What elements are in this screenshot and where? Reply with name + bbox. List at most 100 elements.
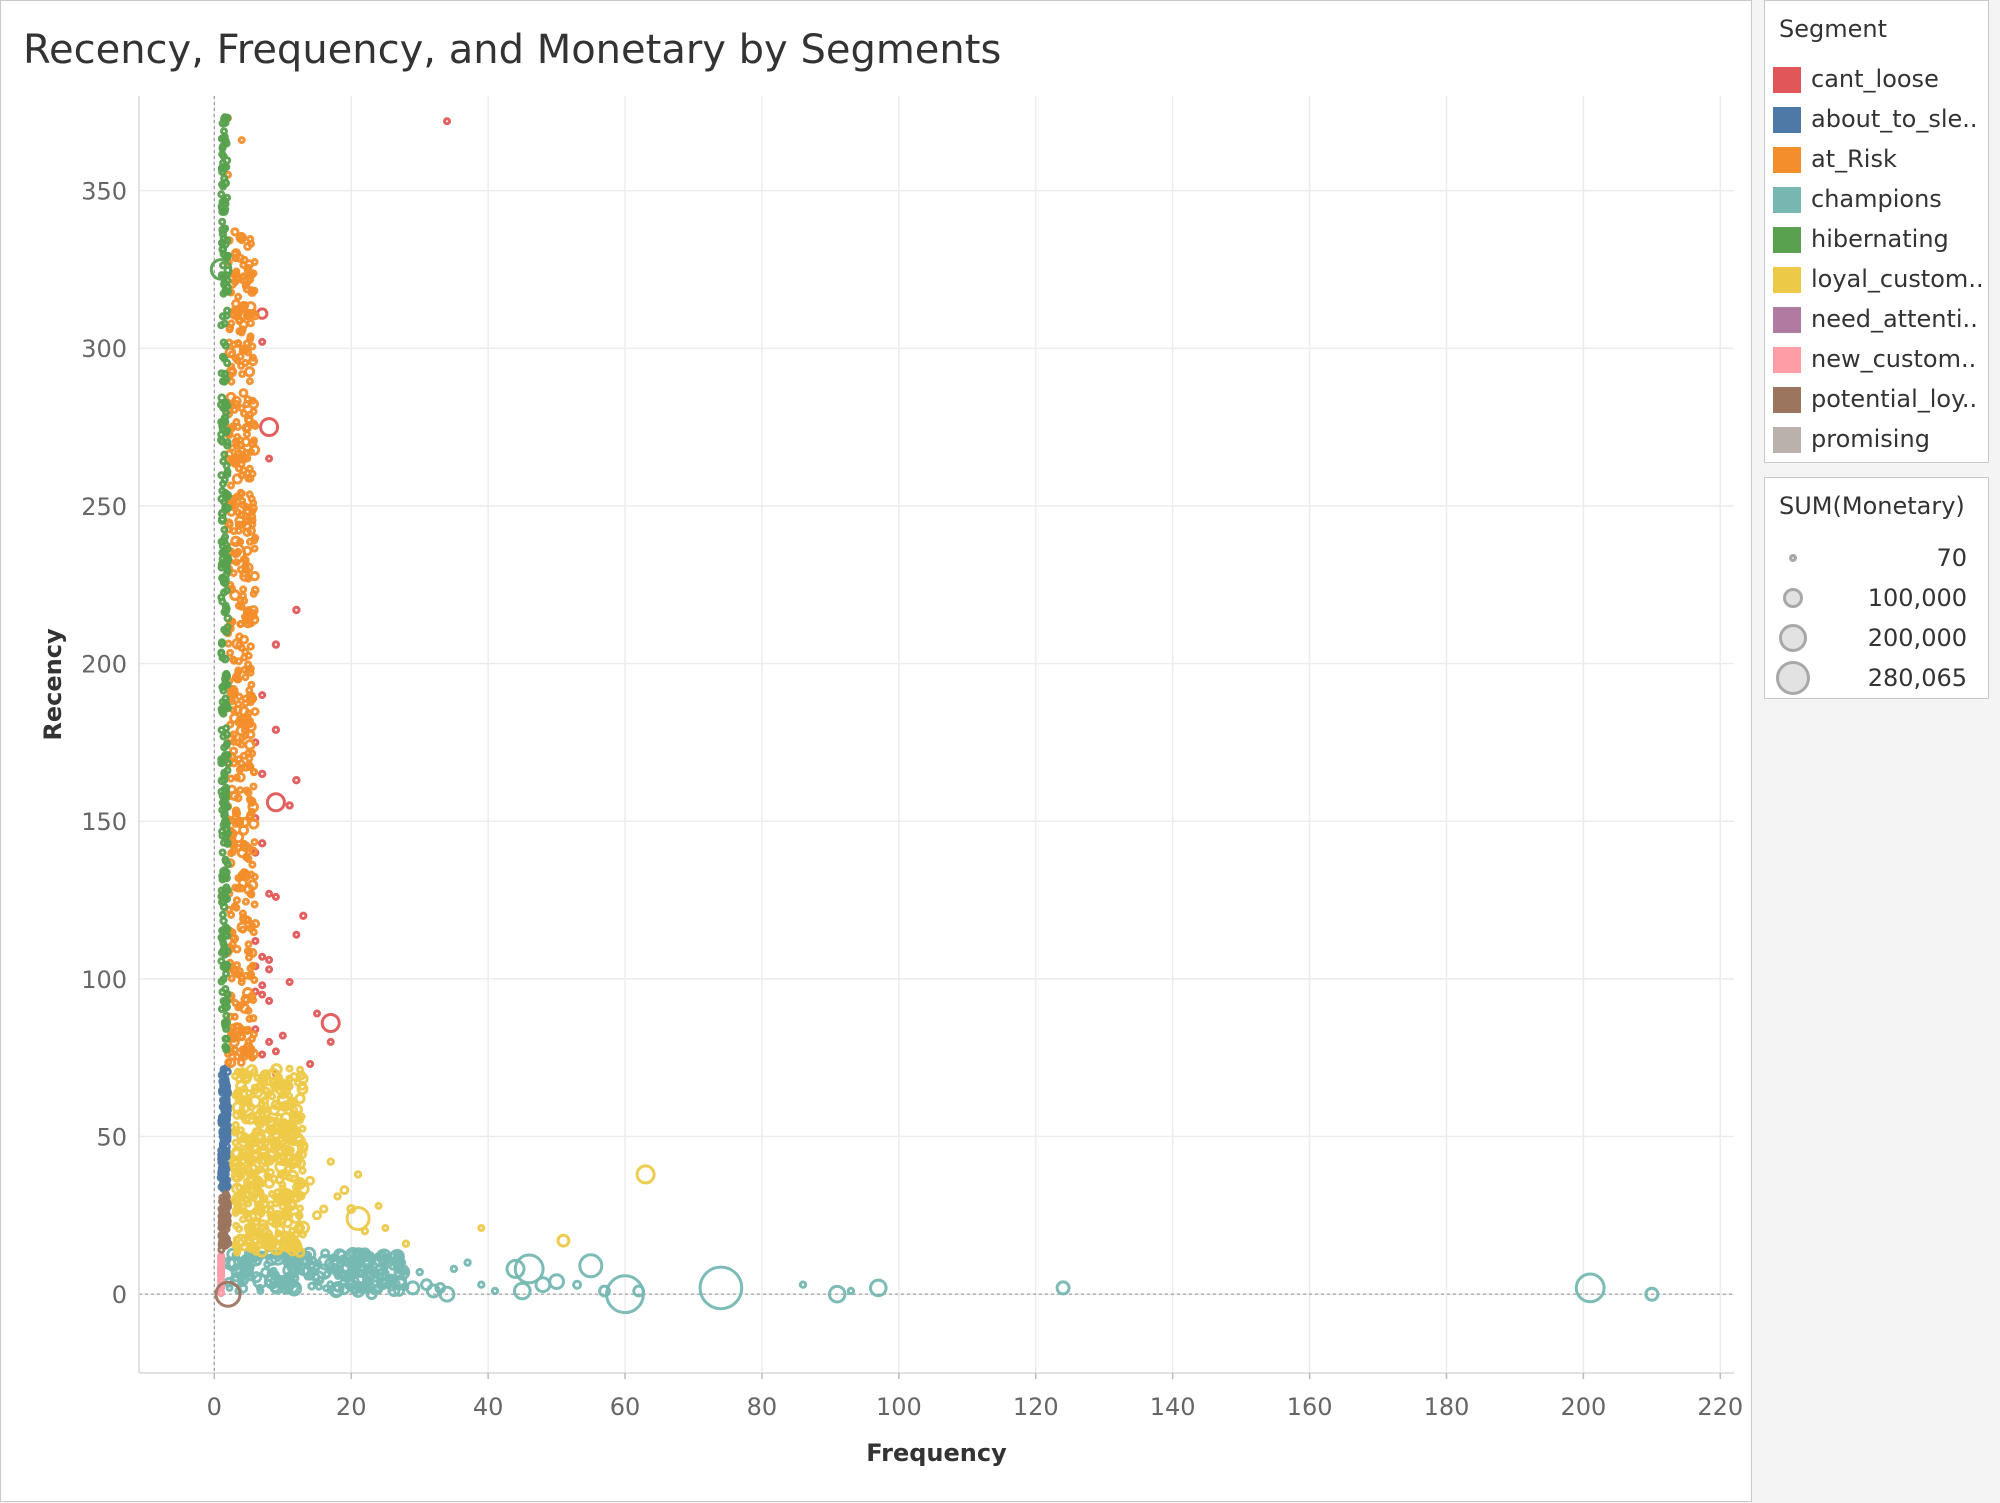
data-point-new_customers[interactable] xyxy=(217,1289,226,1298)
data-point-hibernating[interactable] xyxy=(218,486,227,495)
data-point-at_Risk[interactable] xyxy=(231,819,240,828)
data-point-champions[interactable] xyxy=(307,1281,317,1291)
data-point-hibernating[interactable] xyxy=(222,960,232,970)
data-point-champions[interactable] xyxy=(269,1266,278,1275)
data-point-hibernating[interactable] xyxy=(218,875,227,884)
data-point-at_Risk[interactable] xyxy=(244,651,253,660)
legend-entry-champions[interactable]: champions xyxy=(1773,183,1983,213)
data-point-about_to_sleep[interactable] xyxy=(222,1079,231,1088)
data-point-hibernating[interactable] xyxy=(221,1019,229,1028)
data-point-at_Risk[interactable] xyxy=(226,733,237,744)
data-point-loyal_customers[interactable] xyxy=(241,1183,251,1192)
data-point-hibernating[interactable] xyxy=(217,471,226,480)
data-point-cant_loose[interactable] xyxy=(251,937,260,945)
data-point-cant_loose[interactable] xyxy=(265,889,274,898)
data-point-loyal_customers[interactable] xyxy=(346,1204,357,1214)
data-point-loyal_customers[interactable] xyxy=(239,1132,250,1143)
data-point-champions[interactable] xyxy=(405,1280,421,1296)
data-point-at_Risk[interactable] xyxy=(241,673,250,682)
data-point-loyal_customers[interactable] xyxy=(281,1187,292,1199)
data-point-loyal_customers[interactable] xyxy=(273,1074,282,1083)
data-point-at_Risk[interactable] xyxy=(234,547,243,556)
data-point-champions[interactable] xyxy=(392,1250,404,1261)
data-point-loyal_customers[interactable] xyxy=(276,1135,285,1144)
data-point-champions[interactable] xyxy=(420,1278,433,1292)
data-point-hibernating[interactable] xyxy=(217,435,226,445)
data-point-at_Risk[interactable] xyxy=(247,798,256,807)
data-point-at_Risk[interactable] xyxy=(238,388,249,398)
data-point-hibernating[interactable] xyxy=(218,144,227,153)
data-point-cant_loose[interactable] xyxy=(258,981,267,990)
data-point-champions[interactable] xyxy=(598,1284,611,1298)
data-point-at_Risk[interactable] xyxy=(247,691,256,700)
data-point-champions[interactable] xyxy=(225,1256,242,1272)
data-point-loyal_customers[interactable] xyxy=(242,1097,251,1106)
data-point-champions[interactable] xyxy=(322,1270,331,1279)
data-point-cant_loose[interactable] xyxy=(271,640,281,649)
data-point-cant_loose[interactable] xyxy=(265,792,286,813)
data-point-loyal_customers[interactable] xyxy=(285,1064,294,1073)
data-point-about_to_sleep[interactable] xyxy=(218,1112,226,1121)
data-point-at_Risk[interactable] xyxy=(231,1046,240,1054)
data-point-at_Risk[interactable] xyxy=(242,339,251,348)
data-point-at_Risk[interactable] xyxy=(237,236,246,245)
data-point-at_Risk[interactable] xyxy=(248,507,257,516)
data-point-loyal_customers[interactable] xyxy=(233,1248,242,1257)
data-point-loyal_customers[interactable] xyxy=(239,1215,247,1224)
data-point-champions[interactable] xyxy=(827,1284,847,1304)
data-point-champions[interactable] xyxy=(415,1267,424,1277)
data-point-loyal_customers[interactable] xyxy=(269,1142,278,1151)
data-point-champions[interactable] xyxy=(505,1258,526,1279)
data-point-hibernating[interactable] xyxy=(220,576,228,585)
data-point-at_Risk[interactable] xyxy=(247,356,259,367)
data-point-loyal_customers[interactable] xyxy=(276,1124,289,1137)
data-point-champions[interactable] xyxy=(463,1258,472,1267)
data-point-hibernating[interactable] xyxy=(222,883,231,892)
data-point-champions[interactable] xyxy=(320,1248,331,1259)
data-point-loyal_customers[interactable] xyxy=(249,1226,259,1236)
data-point-hibernating[interactable] xyxy=(222,1045,231,1054)
data-point-at_Risk[interactable] xyxy=(250,838,259,847)
data-point-champions[interactable] xyxy=(632,1284,646,1298)
data-point-champions[interactable] xyxy=(534,1276,552,1294)
data-point-hibernating[interactable] xyxy=(222,669,231,678)
data-point-champions[interactable] xyxy=(1574,1272,1606,1304)
legend-entry-need_attention[interactable]: need_attenti.. xyxy=(1773,303,1983,333)
data-point-loyal_customers[interactable] xyxy=(266,1211,275,1219)
data-point-loyal_customers[interactable] xyxy=(239,1157,248,1166)
data-point-champions[interactable] xyxy=(387,1276,398,1287)
data-point-at_Risk[interactable] xyxy=(247,287,257,298)
data-point-champions[interactable] xyxy=(360,1267,370,1277)
data-point-hibernating[interactable] xyxy=(217,726,226,735)
legend-entry-cant_loose[interactable]: cant_loose xyxy=(1773,63,1983,93)
data-point-loyal_customers[interactable] xyxy=(287,1126,297,1136)
data-point-new_customers[interactable] xyxy=(217,1263,226,1272)
data-point-at_Risk[interactable] xyxy=(244,719,254,729)
data-point-loyal_customers[interactable] xyxy=(284,1208,293,1217)
data-point-at_Risk[interactable] xyxy=(230,306,239,315)
data-point-loyal_customers[interactable] xyxy=(290,1191,303,1203)
data-point-loyal_customers[interactable] xyxy=(278,1152,287,1161)
data-point-hibernating[interactable] xyxy=(223,490,232,500)
data-point-hibernating[interactable] xyxy=(218,910,227,919)
data-point-hibernating[interactable] xyxy=(218,163,226,172)
data-point-hibernating[interactable] xyxy=(221,540,230,549)
data-point-at_Risk[interactable] xyxy=(239,272,248,281)
data-point-hibernating[interactable] xyxy=(222,730,231,739)
data-point-champions[interactable] xyxy=(250,1271,263,1284)
data-point-loyal_customers[interactable] xyxy=(296,1070,307,1081)
data-point-at_Risk[interactable] xyxy=(237,602,246,611)
data-point-loyal_customers[interactable] xyxy=(477,1224,486,1232)
data-point-at_Risk[interactable] xyxy=(244,665,253,674)
data-point-cant_loose[interactable] xyxy=(271,1047,280,1056)
data-point-loyal_customers[interactable] xyxy=(269,1241,284,1256)
data-point-champions[interactable] xyxy=(477,1280,486,1289)
data-point-at_Risk[interactable] xyxy=(243,308,254,319)
data-point-loyal_customers[interactable] xyxy=(269,1174,279,1184)
data-point-hibernating[interactable] xyxy=(217,1005,226,1014)
data-point-champions[interactable] xyxy=(548,1273,565,1290)
data-point-loyal_customers[interactable] xyxy=(294,1114,305,1125)
data-point-hibernating[interactable] xyxy=(223,766,232,775)
data-point-loyal_customers[interactable] xyxy=(244,1199,253,1208)
data-point-loyal_customers[interactable] xyxy=(345,1206,371,1231)
